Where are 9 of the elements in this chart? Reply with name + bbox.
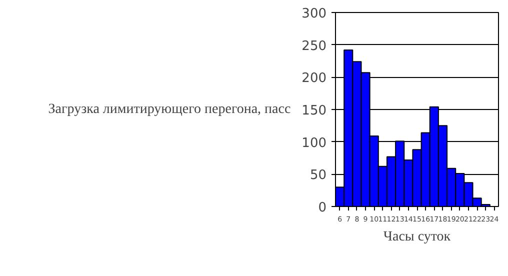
x-axis-title: Часы суток — [383, 230, 451, 244]
y-tick-label: 200 — [302, 71, 327, 86]
y-tick-label: 250 — [302, 38, 327, 54]
y-axis-title: Загрузка лимитирующего перегона, пасс — [48, 102, 291, 117]
y-tick-label: 100 — [302, 136, 327, 151]
y-tick-label: 0 — [318, 200, 327, 216]
y-tick-label: 150 — [302, 104, 327, 118]
y-tick-label: 300 — [302, 6, 327, 22]
y-tick-label: 50 — [310, 168, 327, 184]
